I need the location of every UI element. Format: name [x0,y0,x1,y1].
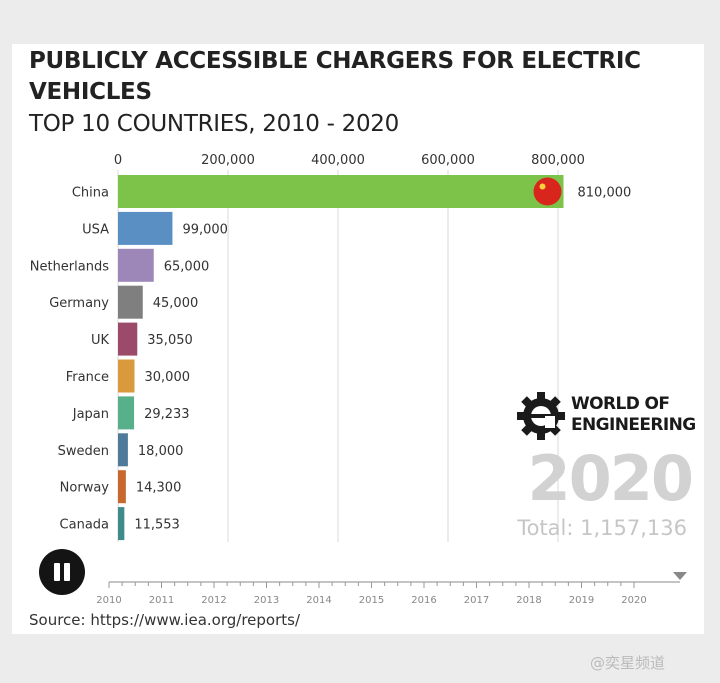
category-label: Netherlands [30,259,109,274]
bar [118,396,135,430]
source-text: Source: https://www.iea.org/reports/ [29,611,300,629]
category-label: Sweden [58,444,109,459]
bar [118,470,126,504]
gear-e-icon [517,392,565,440]
flag-star [539,183,546,190]
value-label: 18,000 [138,444,184,459]
category-label: Canada [60,518,109,533]
pause-icon [54,563,60,581]
value-label: 29,233 [144,407,190,422]
current-year: 2020 [527,442,694,515]
category-label: UK [91,333,110,348]
x-tick-label: 200,000 [201,153,255,168]
value-label: 14,300 [136,481,182,496]
bar [118,433,128,467]
category-label: Germany [49,296,109,311]
category-label: Norway [60,481,110,496]
pause-button[interactable] [39,549,85,595]
value-label: 11,553 [134,518,180,533]
pause-icon-bar [64,563,70,581]
x-tick-label: 400,000 [311,153,365,168]
category-label: Japan [72,407,109,422]
timeline-year-label: 2019 [569,595,594,606]
brand-line-2: ENGINEERING [571,415,696,435]
total-label: Total: 1,157,136 [517,516,687,540]
bar [118,175,564,208]
brand-name: WORLD OF ENGINEERING [571,394,701,436]
bar [118,322,138,356]
x-tick-label: 0 [114,153,122,168]
value-label: 45,000 [153,296,199,311]
chart-title: PUBLICLY ACCESSIBLE CHARGERS FOR ELECTRI… [29,48,641,105]
category-label: France [66,370,109,385]
timeline-cursor-icon [673,572,687,580]
brand-line-1: WORLD OF [571,394,670,414]
timeline-year-label: 2018 [516,595,541,606]
timeline-year-label: 2010 [96,595,121,606]
timeline-year-label: 2014 [306,595,331,606]
bar-chart: 0 200,000 400,000 600,000 800,000 China 810,00… [30,153,632,542]
category-label: China [72,186,109,201]
timeline-year-label: 2011 [149,595,174,606]
timeline[interactable]: 2010 2011 2012 2013 2014 2015 2016 2017 2018 2019… [12,564,704,609]
category-label: USA [82,222,109,237]
flag-badge [533,177,562,206]
bar [118,359,135,393]
x-tick-label: 800,000 [531,153,585,168]
bar [118,248,154,282]
value-label: 810,000 [578,186,632,201]
bar [118,507,125,541]
chart-frame: PUBLICLY ACCESSIBLE CHARGERS FOR ELECTRI… [12,44,704,634]
timeline-year-label: 2012 [201,595,226,606]
timeline-year-label: 2016 [411,595,436,606]
chart-subtitle: TOP 10 COUNTRIES, 2010 - 2020 [29,111,399,137]
value-label: 30,000 [145,370,191,385]
x-tick-label: 600,000 [421,153,475,168]
timeline-year-label: 2013 [254,595,279,606]
timeline-year-label: 2017 [464,595,489,606]
timeline-year-label: 2015 [359,595,384,606]
brand-logo: WORLD OF ENGINEERING [515,388,704,448]
bar [118,211,173,245]
value-label: 99,000 [182,222,228,237]
watermark: @奕星频道 [590,654,666,672]
bar [118,285,143,319]
value-label: 65,000 [164,259,210,274]
timeline-year-label: 2020 [621,595,646,606]
value-label: 35,050 [147,333,193,348]
